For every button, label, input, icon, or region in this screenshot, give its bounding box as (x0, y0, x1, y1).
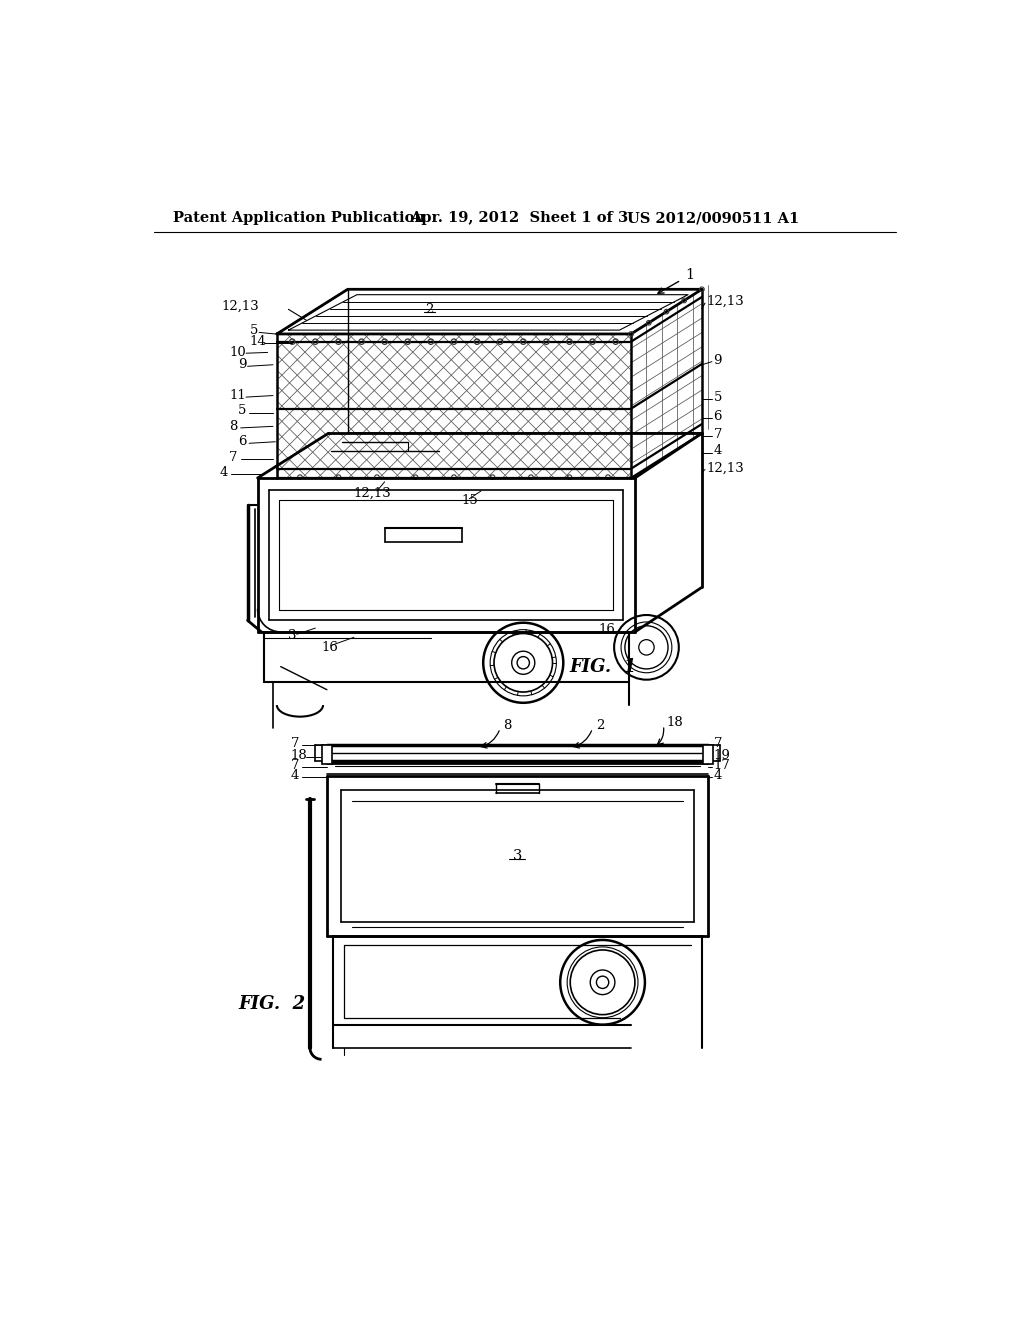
Text: 12,13: 12,13 (707, 296, 744, 308)
FancyBboxPatch shape (322, 744, 333, 763)
Polygon shape (276, 289, 701, 334)
Text: 9: 9 (714, 354, 722, 367)
Text: 11: 11 (229, 389, 246, 403)
Text: 12,13: 12,13 (707, 462, 744, 474)
Text: 5: 5 (250, 325, 258, 338)
Text: 3: 3 (512, 849, 522, 863)
Text: 5: 5 (239, 404, 247, 417)
Text: 7: 7 (714, 428, 722, 441)
FancyBboxPatch shape (702, 744, 714, 763)
Text: 2: 2 (425, 302, 433, 315)
Text: 16: 16 (599, 623, 615, 636)
Text: 12,13: 12,13 (354, 487, 391, 500)
Text: 2: 2 (596, 718, 604, 731)
Text: 9: 9 (239, 358, 247, 371)
Text: 1: 1 (685, 268, 694, 282)
Text: FIG.  1: FIG. 1 (569, 657, 637, 676)
Text: 6: 6 (714, 409, 722, 422)
Text: 4: 4 (714, 445, 722, 458)
Text: 8: 8 (229, 420, 238, 433)
Text: 16: 16 (322, 640, 338, 653)
Text: 10: 10 (229, 346, 246, 359)
Text: 18: 18 (291, 748, 307, 762)
Text: 7: 7 (229, 450, 238, 463)
Text: 18: 18 (667, 715, 683, 729)
Text: 7: 7 (291, 737, 299, 750)
Text: 17: 17 (714, 759, 730, 772)
Text: 7: 7 (291, 759, 299, 772)
Text: 12,13: 12,13 (221, 300, 259, 313)
Text: 4: 4 (220, 466, 228, 479)
Text: 4: 4 (291, 770, 299, 783)
Text: 19: 19 (714, 748, 730, 762)
Text: 15: 15 (462, 494, 478, 507)
Text: 6: 6 (239, 436, 247, 449)
Text: 7: 7 (714, 737, 722, 750)
Text: 5: 5 (714, 391, 722, 404)
Text: Patent Application Publication: Patent Application Publication (173, 211, 425, 226)
Text: 8: 8 (503, 718, 512, 731)
Text: 14: 14 (250, 335, 266, 348)
Text: FIG.  2: FIG. 2 (239, 995, 305, 1012)
Text: 3: 3 (289, 630, 297, 643)
Text: US 2012/0090511 A1: US 2012/0090511 A1 (628, 211, 800, 226)
Text: Apr. 19, 2012  Sheet 1 of 3: Apr. 19, 2012 Sheet 1 of 3 (410, 211, 628, 226)
Text: 4: 4 (714, 770, 722, 783)
